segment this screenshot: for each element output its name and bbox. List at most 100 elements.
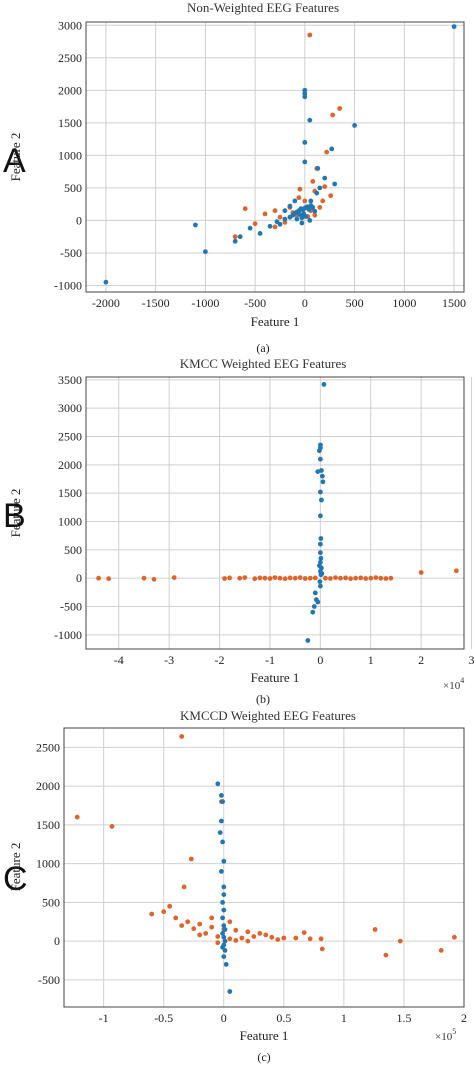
- panel-a-blue-point: [103, 279, 109, 285]
- panel-b-blue-point: [311, 604, 317, 609]
- panel-b-blue-point: [310, 609, 316, 615]
- panel-a-x-tick-label: 1500: [442, 296, 466, 310]
- panel-b-y-tick-label: 2500: [58, 430, 82, 444]
- panel-c-orange-point: [257, 931, 263, 936]
- panel-b-orange-point: [368, 575, 374, 581]
- panel-a-orange-point: [322, 184, 328, 190]
- panel-a-blue-point: [451, 24, 457, 29]
- panel-b-blue-point: [319, 571, 325, 576]
- panel-letter-a: A: [3, 142, 26, 180]
- panel-a-blue-point: [302, 159, 308, 165]
- panel-b-y-tick-label: 1500: [58, 486, 82, 500]
- panel-c-x-tick-label: -0.5: [154, 1011, 173, 1025]
- panel-b-blue-point: [321, 382, 327, 387]
- panel-b-orange-point: [383, 576, 389, 581]
- panel-c-blue-point: [220, 839, 226, 845]
- panel-b-orange-point: [222, 576, 228, 581]
- panel-a-x-tick-label: -1000: [191, 296, 219, 310]
- panel-c-orange-point: [161, 909, 167, 915]
- panel-c-x-tick-label: 2: [461, 1011, 467, 1025]
- panel-a-y-tick-label: 1500: [58, 116, 82, 130]
- panel-a-y-tick-label: -500: [60, 246, 82, 260]
- panel-c-orange-point: [181, 884, 187, 890]
- panel-b-orange-point: [343, 575, 348, 581]
- panel-b-x-tick-label: 1: [368, 653, 374, 667]
- panel-a-blue-point: [310, 205, 316, 210]
- panel-c-orange-point: [233, 938, 239, 943]
- panel-b-x-tick-label: 3: [469, 653, 474, 667]
- panel-a-y-tick-label: 500: [64, 181, 82, 195]
- panel-a-orange-point: [277, 214, 283, 220]
- panel-b-blue-point: [320, 473, 325, 479]
- panel-b-orange-point: [237, 575, 243, 581]
- panel-b-blue-point: [319, 468, 324, 473]
- panel-c-orange-point: [209, 915, 215, 921]
- panel-c-y-tick-label: 0: [54, 934, 60, 948]
- panel-c-y-tick-label: 2500: [36, 740, 60, 754]
- panel-c-y-tick-label: 1500: [36, 818, 60, 832]
- panel-a-orange-point: [320, 198, 326, 204]
- panel-b-blue-point: [319, 497, 324, 503]
- panel-a-blue-point: [274, 219, 280, 225]
- panel-a-y-tick-label: 1000: [58, 148, 82, 162]
- panel-b-plot-frame: [85, 376, 465, 650]
- panel-b-orange-point: [242, 575, 248, 580]
- panel-c-points: [74, 734, 457, 994]
- panel-a-orange-point: [337, 106, 343, 111]
- panel-c-blue-point: [220, 915, 226, 921]
- panel-c-plot-frame: [63, 727, 465, 1008]
- panel-b-y-ticks: -1000 -500 0 500 1000 1500 2000 2500 3000 3500: [54, 373, 82, 642]
- panel-c-blue-point: [221, 934, 227, 940]
- panel-a-y-tick-label: 3000: [58, 18, 82, 32]
- panel-b-blue-point: [318, 456, 323, 462]
- panel-b-y-tick-label: -500: [60, 600, 82, 614]
- panel-c-orange-point: [197, 932, 203, 938]
- panel-a-blue-point: [317, 185, 323, 191]
- panel-b-orange-point: [267, 576, 273, 581]
- panel-c-orange-point: [74, 814, 80, 820]
- panel-c-orange-point: [263, 932, 269, 938]
- panel-a-blue-point: [307, 218, 313, 223]
- panel-a-blue-point: [237, 234, 243, 240]
- panel-b-x-axis-label: Feature 1: [251, 670, 300, 685]
- panel-b-orange-point: [151, 576, 157, 582]
- panel-b-orange-point: [388, 575, 394, 581]
- panel-b-x-tick-label: 2: [418, 653, 424, 667]
- panel-a-x-tick-label: 500: [346, 296, 364, 310]
- panel-b-orange-point: [323, 575, 328, 581]
- panel-c-orange-point: [215, 934, 221, 939]
- panel-c-orange-point: [191, 926, 197, 932]
- panel-b-orange-point: [373, 575, 379, 580]
- panel-b-orange-point: [302, 576, 308, 581]
- panel-c-orange-point: [438, 948, 444, 953]
- panel-c-orange-point: [245, 929, 251, 935]
- panel-a: A Non-Weighted EEG Features -2000 -1500 -1…: [3, 0, 466, 355]
- panel-b-y-axis-label: Feature 2: [8, 489, 23, 538]
- panel-b-blue-point: [318, 555, 324, 561]
- panel-c-x-tick-label: -1: [99, 1011, 109, 1025]
- panel-b-orange-point: [141, 575, 147, 581]
- panel-a-blue-point: [299, 220, 305, 226]
- panel-b-y-tick-label: 3500: [58, 373, 82, 387]
- panel-c-blue-point: [222, 938, 228, 944]
- panel-b-y-tick-label: 0: [76, 571, 82, 585]
- panel-c-blue-point: [222, 927, 228, 932]
- panel-a-orange-point: [262, 211, 268, 217]
- panel-a-orange-point: [296, 195, 302, 201]
- panel-c-orange-point: [319, 946, 325, 952]
- panel-b-x-tick-label: -3: [164, 653, 174, 667]
- panel-b-orange-point: [363, 576, 369, 581]
- panel-a-y-tick-label: 2000: [58, 83, 82, 97]
- panel-a-y-tick-label: -1000: [54, 278, 82, 292]
- panel-c-orange-point: [227, 919, 233, 925]
- panel-b-x-tick-label: 0: [317, 653, 323, 667]
- panel-a-blue-point: [282, 216, 288, 222]
- panel-c-blue-point: [221, 892, 227, 897]
- panel-b-orange-point: [328, 576, 333, 581]
- panel-c-orange-point: [173, 915, 179, 921]
- panel-a-x-tick-label: 1000: [392, 296, 416, 310]
- panel-c-orange-point: [293, 935, 299, 941]
- panel-a-blue-point: [287, 203, 293, 209]
- panel-a-blue-point: [306, 207, 312, 212]
